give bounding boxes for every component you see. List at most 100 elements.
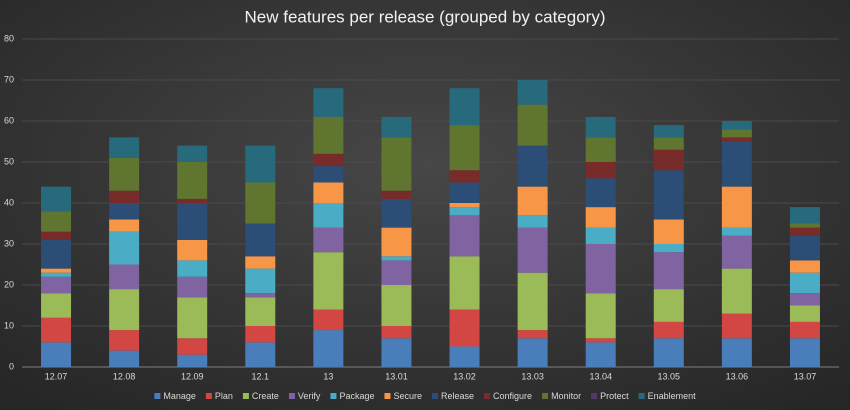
legend-label: Manage <box>163 391 196 401</box>
bar-segment <box>517 338 548 367</box>
legend-marker <box>591 393 598 399</box>
bar-segment <box>585 137 616 162</box>
bar-segment <box>245 182 276 224</box>
bar-segment <box>177 198 208 203</box>
x-tick-label: 13.07 <box>794 371 817 381</box>
bar-segment <box>517 272 548 331</box>
bar-segment <box>177 239 208 261</box>
bar-segment <box>381 326 412 339</box>
bar-segment <box>585 244 616 294</box>
legend-label: Release <box>441 391 474 401</box>
bar-segment <box>245 326 276 343</box>
bar-segment <box>177 297 208 339</box>
bar-segment <box>585 207 616 228</box>
legend-marker <box>484 393 491 399</box>
x-tick-label: 13.04 <box>589 371 612 381</box>
x-tick-label: 13.03 <box>521 371 544 381</box>
legend-marker <box>330 393 337 399</box>
bar-segment <box>177 145 208 162</box>
x-tick-label: 12.08 <box>113 371 136 381</box>
bar-segment <box>721 227 752 236</box>
bar-segment <box>517 186 548 216</box>
bar-segment <box>245 256 276 269</box>
bar-segment <box>109 219 140 232</box>
x-tick-label: 13.02 <box>453 371 476 381</box>
bar-segment <box>41 276 72 294</box>
bar-segment <box>449 125 480 171</box>
bar-segment <box>245 223 276 257</box>
bar-segment <box>721 121 752 130</box>
bar-segment <box>177 338 208 355</box>
bar-segment <box>313 153 344 167</box>
bar-segment <box>177 276 208 298</box>
bar-segment <box>313 116 344 154</box>
legend-label: Monitor <box>551 391 581 401</box>
bar-segment <box>449 309 480 347</box>
bar-segment <box>449 346 480 367</box>
bar-segment <box>109 203 140 220</box>
bar-segment <box>41 293 72 318</box>
bar-segment <box>41 211 72 232</box>
bar-segment <box>653 170 684 220</box>
y-tick-label: 50 <box>4 156 14 166</box>
bar-segment <box>653 289 684 322</box>
bar-segment <box>449 215 480 257</box>
bar-segment <box>41 186 72 212</box>
y-tick-label: 80 <box>4 33 14 43</box>
bar-segment <box>789 207 820 224</box>
bar-segment <box>449 170 480 183</box>
bar-segment <box>177 260 208 277</box>
bar-segment <box>517 104 548 146</box>
bar-segment <box>245 268 276 294</box>
bar-segment <box>653 321 684 339</box>
x-tick-label: 12.07 <box>45 371 68 381</box>
x-tick-label: 12.09 <box>181 371 204 381</box>
y-tick-label: 20 <box>4 279 14 289</box>
bar-segment <box>789 305 820 322</box>
bar-segment <box>381 190 412 199</box>
bar-segment <box>381 198 412 228</box>
bar-segment <box>721 129 752 138</box>
bar-segment <box>653 338 684 367</box>
bar-segment <box>789 293 820 306</box>
bar-segment <box>41 272 72 277</box>
legend-marker <box>384 393 391 399</box>
y-tick-label: 10 <box>4 320 14 330</box>
bar-segment <box>517 145 548 187</box>
bar-segment <box>789 321 820 339</box>
bar-segment <box>449 203 480 208</box>
x-tick-label: 13.05 <box>658 371 681 381</box>
bar-segment <box>449 182 480 203</box>
bar-segment <box>517 330 548 339</box>
bar-segment <box>789 338 820 367</box>
bar-segment <box>313 227 344 253</box>
bar-segment <box>245 342 276 367</box>
bar-segment <box>585 162 616 179</box>
bar-segment <box>517 215 548 228</box>
bar-segment <box>585 293 616 339</box>
bar-segment <box>721 313 752 339</box>
bar-segment <box>517 80 548 105</box>
bar-segment <box>381 338 412 367</box>
bar-segment <box>313 182 344 203</box>
bar-segment <box>721 186 752 228</box>
bar-segment <box>653 219 684 244</box>
bar-segment <box>245 297 276 326</box>
legend-label: Protect <box>600 391 629 401</box>
y-tick-label: 0 <box>9 361 14 371</box>
legend-marker <box>242 393 249 399</box>
legend-label: Plan <box>215 391 233 401</box>
legend-marker <box>432 393 438 399</box>
bar-segment <box>449 256 480 310</box>
bar-segment <box>109 157 140 191</box>
bar-segment <box>585 178 616 208</box>
bar-segment <box>653 125 684 138</box>
y-tick-label: 40 <box>4 197 14 207</box>
bar-segment <box>109 190 140 203</box>
bar-segment <box>585 116 616 138</box>
bar-segment <box>381 137 412 191</box>
bar-segment <box>449 88 480 126</box>
bar-segment <box>41 268 72 273</box>
